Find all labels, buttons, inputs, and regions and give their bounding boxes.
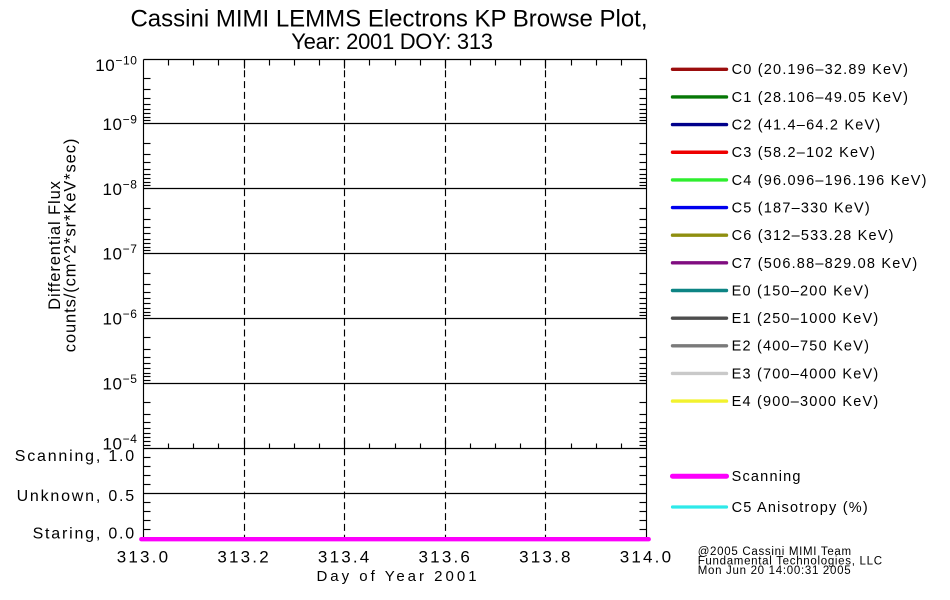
- svg-text:Unknown, 0.5: Unknown, 0.5: [17, 488, 136, 505]
- svg-text:C5 Anisotropy (%): C5 Anisotropy (%): [732, 500, 869, 516]
- svg-text:counts/(cm^2*sr*KeV*sec): counts/(cm^2*sr*KeV*sec): [62, 138, 80, 353]
- svg-text:C4 (96.096–196.196 KeV): C4 (96.096–196.196 KeV): [732, 173, 928, 189]
- svg-text:E0 (150–200 KeV): E0 (150–200 KeV): [732, 283, 871, 299]
- svg-text:313.8: 313.8: [519, 548, 573, 567]
- svg-text:E1 (250–1000 KeV): E1 (250–1000 KeV): [732, 311, 880, 327]
- svg-text:E3 (700–4000 KeV): E3 (700–4000 KeV): [732, 366, 880, 382]
- svg-text:C0 (20.196–32.89 KeV): C0 (20.196–32.89 KeV): [732, 62, 910, 78]
- svg-text:Cassini MIMI LEMMS Electrons K: Cassini MIMI LEMMS Electrons KP Browse P…: [130, 6, 647, 33]
- svg-text:314.0: 314.0: [620, 548, 674, 567]
- svg-text:@2005 Cassini MIMI Team: @2005 Cassini MIMI Team: [698, 546, 852, 558]
- svg-text:313.4: 313.4: [318, 548, 372, 567]
- svg-text:E4 (900–3000 KeV): E4 (900–3000 KeV): [732, 394, 880, 410]
- svg-text:313.6: 313.6: [419, 548, 473, 567]
- svg-text:Year: 2001 DOY: 313: Year: 2001 DOY: 313: [291, 29, 492, 54]
- svg-text:Differential Flux: Differential Flux: [46, 180, 64, 310]
- svg-text:C3 (58.2–102 KeV): C3 (58.2–102 KeV): [732, 145, 877, 161]
- svg-text:Mon Jun 20 14:00:31 2005: Mon Jun 20 14:00:31 2005: [698, 565, 852, 577]
- svg-text:Staring, 0.0: Staring, 0.0: [33, 526, 136, 543]
- svg-text:C2 (41.4–64.2 KeV): C2 (41.4–64.2 KeV): [732, 118, 882, 134]
- svg-text:Scanning: Scanning: [732, 469, 802, 485]
- svg-text:C1 (28.106–49.05 KeV): C1 (28.106–49.05 KeV): [732, 90, 910, 106]
- svg-text:Day of Year 2001: Day of Year 2001: [316, 568, 479, 585]
- svg-text:313.2: 313.2: [217, 548, 271, 567]
- svg-text:313.0: 313.0: [117, 548, 171, 567]
- svg-text:C6 (312–533.28 KeV): C6 (312–533.28 KeV): [732, 228, 895, 244]
- svg-text:E2 (400–750 KeV): E2 (400–750 KeV): [732, 339, 871, 355]
- svg-text:C7 (506.88–829.08 KeV): C7 (506.88–829.08 KeV): [732, 256, 919, 272]
- svg-text:Scanning, 1.0: Scanning, 1.0: [15, 448, 136, 465]
- svg-text:Fundamental Technologies, LLC: Fundamental Technologies, LLC: [698, 556, 883, 568]
- svg-text:C5 (187–330 KeV): C5 (187–330 KeV): [732, 200, 871, 216]
